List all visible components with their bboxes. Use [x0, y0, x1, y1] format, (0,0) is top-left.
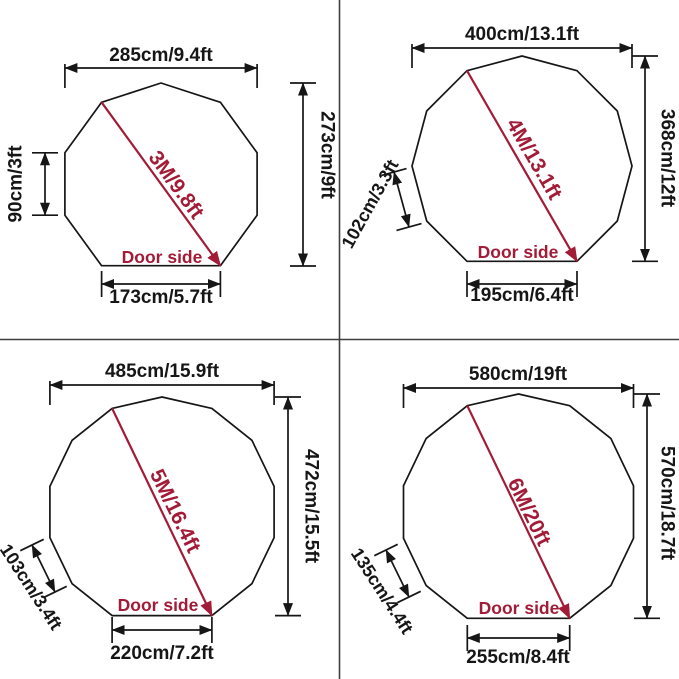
width-label-6m: 580cm/19ft: [469, 364, 568, 385]
width-label-5m: 485cm/15.9ft: [105, 361, 220, 382]
height-dimension-3m: [290, 82, 316, 267]
width-dimension-3m: [64, 63, 258, 88]
side-dimension-3m: [32, 151, 58, 217]
door-width-label-4m: 195cm/6.4ft: [470, 285, 574, 306]
diagonal-label-5m: 5M/16.4ft: [145, 466, 205, 557]
height-dimension-5m: [275, 396, 301, 617]
door-width-label-3m: 173cm/5.7ft: [109, 287, 213, 308]
diagonal-arrow-3m: [100, 101, 222, 267]
door-width-dimension-5m: [111, 617, 213, 643]
tent-outline-5m: [49, 396, 275, 617]
tent-diagram-3m: 3M/9.8ft 285cm/9.4ft 273cm/9ft 90cm/3ft …: [6, 45, 338, 308]
height-label-3m: 273cm/9ft: [317, 111, 338, 199]
tent-outline-6m: [402, 393, 635, 620]
door-side-label-4m: Door side: [478, 242, 559, 262]
side-dimension-4m: [381, 167, 422, 232]
diagonal-arrow-6m: [466, 405, 571, 620]
side-dimension-5m: [19, 538, 68, 599]
door-side-label-6m: Door side: [479, 598, 560, 618]
width-label-4m: 400cm/13.1ft: [465, 24, 580, 45]
width-label-3m: 285cm/9.4ft: [109, 45, 213, 66]
door-side-label-5m: Door side: [118, 595, 199, 615]
height-label-5m: 472cm/15.5ft: [301, 449, 322, 564]
door-width-label-5m: 220cm/7.2ft: [110, 643, 214, 664]
side-label-5m: 103cm/3.4ft: [0, 540, 66, 633]
width-dimension-6m: [402, 383, 635, 408]
tent-diagram-6m: 6M/20ft 580cm/19ft 570cm/18.7ft 135cm/4.…: [347, 364, 678, 668]
door-width-label-6m: 255cm/8.4ft: [466, 647, 570, 668]
diagonal-label-3m: 3M/9.8ft: [144, 147, 209, 224]
side-label-4m: 102cm/3.3ft: [337, 156, 402, 251]
height-dimension-6m: [634, 393, 660, 620]
door-side-label-3m: Door side: [122, 247, 203, 267]
door-width-dimension-3m: [100, 271, 222, 297]
side-dimension-6m: [373, 543, 422, 604]
tent-diagram-4m: 4M/13.1ft 400cm/13.1ft 368cm/12ft 102cm/…: [337, 24, 677, 306]
door-width-dimension-4m: [466, 271, 578, 297]
height-label-6m: 570cm/18.7ft: [657, 446, 678, 561]
height-dimension-4m: [632, 55, 658, 263]
diagonal-label-6m: 6M/20ft: [503, 474, 555, 549]
tent-outline-4m: [411, 55, 633, 263]
side-label-3m: 90cm/3ft: [6, 145, 27, 223]
diagonal-label-4m: 4M/13.1ft: [502, 114, 567, 203]
tent-diagram-5m: 5M/16.4ft 485cm/15.9ft 472cm/15.5ft 103c…: [0, 361, 322, 664]
diagonal-arrow-4m: [466, 70, 578, 263]
tent-outline-3m: [64, 82, 258, 267]
door-width-dimension-6m: [466, 625, 571, 651]
height-label-4m: 368cm/12ft: [657, 109, 678, 208]
width-dimension-5m: [49, 380, 275, 405]
diagonal-arrow-5m: [111, 407, 213, 617]
